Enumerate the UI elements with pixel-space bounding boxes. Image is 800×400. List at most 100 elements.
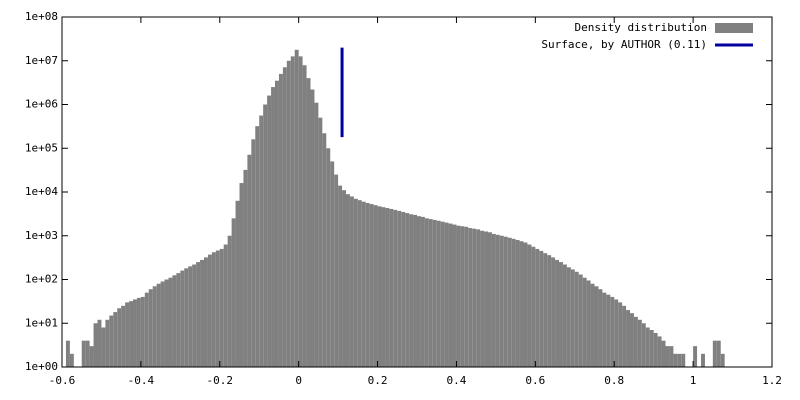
bar: [247, 154, 252, 367]
bar: [219, 248, 224, 367]
x-tick-label: -0.4: [128, 374, 155, 387]
legend-label: Density distribution: [575, 21, 707, 34]
bar: [393, 209, 398, 367]
bar: [712, 340, 717, 367]
bar: [519, 241, 524, 367]
bar: [578, 274, 583, 367]
bar: [527, 244, 532, 367]
bar: [661, 340, 666, 367]
bar: [148, 289, 153, 367]
bar: [294, 49, 299, 367]
bar: [531, 246, 536, 367]
bar: [290, 56, 295, 367]
x-tick-label: 0.2: [368, 374, 388, 387]
bar: [109, 315, 114, 367]
bar: [346, 194, 350, 367]
bar: [641, 323, 646, 367]
bar: [389, 208, 394, 367]
bar: [204, 257, 208, 367]
bar: [243, 169, 248, 367]
bar: [69, 353, 74, 367]
bar: [65, 340, 70, 367]
bar: [551, 257, 556, 367]
bar: [385, 208, 390, 367]
bar: [460, 226, 465, 367]
bar: [428, 219, 433, 367]
bar: [85, 340, 90, 367]
y-tick-label: 1e+03: [25, 229, 58, 242]
bar: [614, 299, 619, 367]
bar: [322, 133, 327, 367]
bar: [326, 148, 331, 367]
bar: [401, 211, 406, 367]
x-tick-label: 0: [295, 374, 302, 387]
x-tick-label: 0.4: [447, 374, 467, 387]
bar: [188, 266, 193, 367]
bar: [468, 228, 473, 367]
bar: [164, 279, 169, 367]
bar: [278, 73, 283, 368]
bar: [405, 213, 410, 367]
bar: [413, 214, 417, 367]
bar: [606, 294, 611, 367]
bar: [653, 332, 658, 367]
x-tick-label: 1.2: [762, 374, 782, 387]
bar: [172, 275, 177, 367]
bar: [618, 302, 623, 367]
bar: [231, 218, 236, 367]
bar: [330, 161, 335, 367]
bar: [630, 313, 634, 367]
bar: [448, 223, 453, 367]
bar: [334, 174, 339, 367]
bar: [452, 224, 457, 367]
bar: [275, 80, 279, 367]
bar: [136, 297, 141, 367]
bar: [160, 281, 165, 367]
bar: [223, 244, 228, 367]
bar: [306, 78, 311, 367]
bar: [286, 60, 291, 367]
bar: [570, 269, 575, 367]
bar: [440, 221, 445, 367]
bar: [633, 316, 638, 367]
bar: [259, 115, 264, 367]
bar: [144, 292, 149, 367]
bar: [409, 214, 414, 367]
bar: [543, 253, 548, 367]
bar: [432, 219, 437, 367]
bar: [342, 190, 346, 367]
bar: [101, 327, 106, 367]
x-tick-label: 0.8: [604, 374, 624, 387]
bar: [495, 234, 500, 367]
bar: [547, 255, 552, 367]
bar: [113, 312, 118, 367]
bar: [535, 248, 540, 367]
bar: [200, 259, 204, 367]
bar: [499, 235, 504, 367]
bar: [235, 200, 240, 367]
bar: [93, 323, 98, 367]
bar: [701, 353, 705, 367]
bar: [649, 330, 654, 367]
bar: [436, 220, 441, 367]
bar: [566, 267, 571, 367]
y-tick-label: 1e+07: [25, 54, 58, 67]
bar: [381, 207, 386, 367]
bar: [424, 218, 429, 367]
bar: [669, 346, 674, 367]
bar: [176, 273, 181, 367]
bar: [117, 308, 122, 367]
bar: [594, 286, 599, 367]
bar: [133, 299, 137, 367]
bar: [369, 204, 374, 367]
bar: [420, 216, 425, 367]
bar: [239, 183, 244, 367]
bar: [523, 242, 528, 367]
bar: [456, 225, 461, 367]
bar: [211, 252, 216, 367]
bar: [365, 203, 370, 367]
bar: [263, 104, 268, 367]
bar: [582, 277, 587, 367]
bar: [602, 292, 607, 367]
